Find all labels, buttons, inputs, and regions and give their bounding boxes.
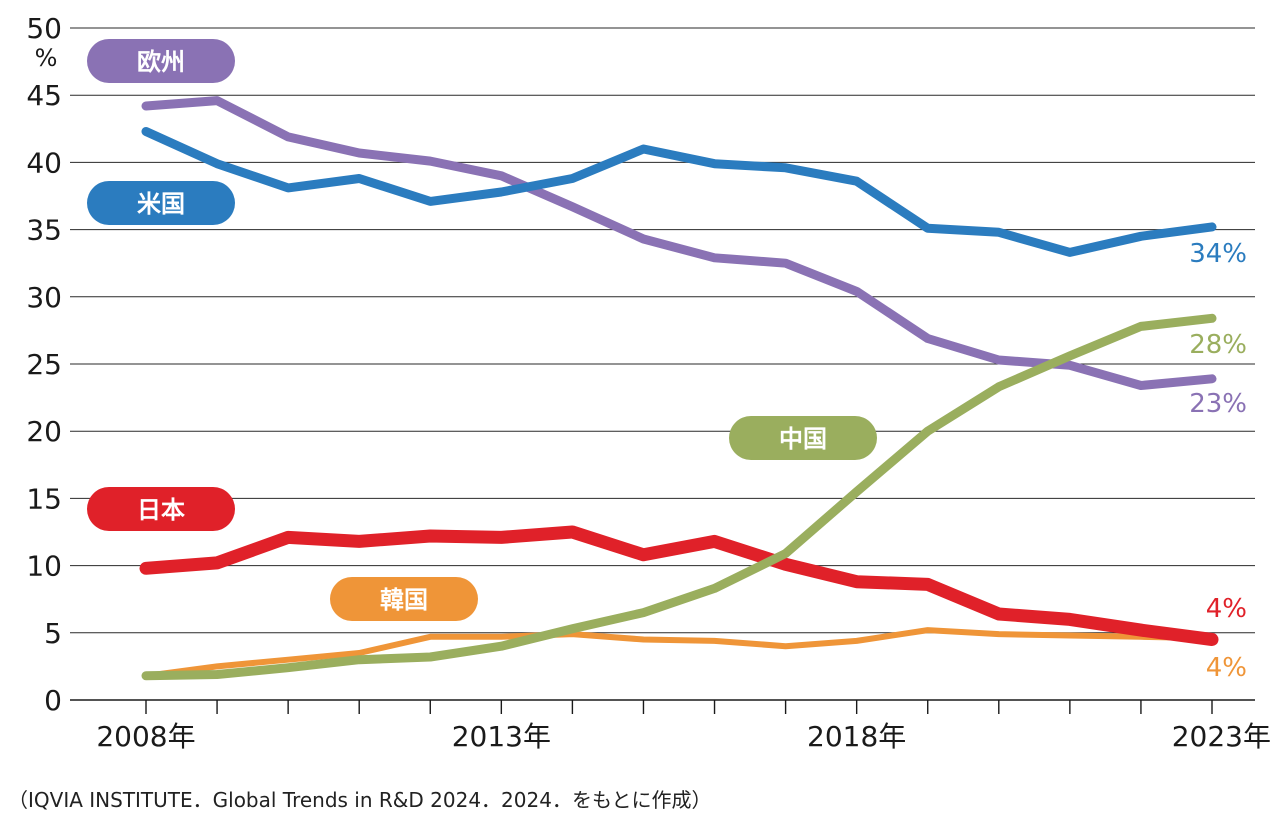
y-tick-label: 30: [26, 281, 62, 314]
series-lines: [139, 96, 1219, 681]
series-line-欧州: [141, 96, 1217, 390]
end-label-欧州: 23%: [1189, 389, 1247, 419]
end-label-韓国: 4%: [1206, 653, 1247, 683]
end-label-日本: 4%: [1206, 594, 1247, 624]
x-axis-tick-labels: 2008年 2013年 2018年 2023年: [96, 720, 1271, 753]
y-tick-label: 25: [26, 348, 62, 381]
end-label-米国: 34%: [1189, 239, 1247, 269]
series-line-米国: [141, 127, 1217, 257]
legend-label-韓国: 韓国: [380, 586, 428, 614]
legend-label-日本: 日本: [137, 496, 185, 524]
legend-label-欧州: 欧州: [137, 48, 185, 76]
grid-lines: [70, 27, 1255, 701]
y-tick-label: 20: [26, 415, 62, 448]
end-label-中国: 28%: [1189, 330, 1247, 360]
y-tick-label: 35: [26, 214, 62, 247]
x-tick-label: 2008年: [96, 720, 195, 753]
legend-pill-日本: [87, 487, 235, 531]
y-tick-label: 15: [26, 482, 62, 515]
y-axis-tick-labels: 0 5 10 15 20 25 30 35 40 45 50: [26, 12, 62, 717]
x-axis-ticks: [145, 700, 1213, 714]
y-tick-label: 50: [26, 12, 62, 45]
series-line-韓国: [143, 627, 1215, 679]
y-tick-label: 45: [26, 79, 62, 112]
x-tick-label: 2013年: [452, 720, 551, 753]
y-tick-label: 10: [26, 550, 62, 583]
legend-pill-韓国: [330, 577, 478, 621]
series-line-日本: [139, 525, 1219, 646]
end-value-labels: 23% 34% 28% 4% 4%: [1189, 239, 1247, 683]
x-tick-label: 2023年: [1172, 720, 1271, 753]
y-tick-label: 40: [26, 146, 62, 179]
x-tick-label: 2018年: [807, 720, 906, 753]
y-tick-label: 0: [44, 684, 62, 717]
series-line-中国: [141, 313, 1217, 681]
y-tick-label: 5: [44, 617, 62, 650]
legend-pill-中国: [729, 416, 877, 460]
legend-label-米国: 米国: [137, 190, 185, 218]
y-axis-unit: %: [35, 44, 58, 72]
legend-pill-米国: [87, 181, 235, 225]
legend-label-中国: 中国: [779, 425, 827, 453]
source-note: （IQVIA INSTITUTE．Global Trends in R&D 20…: [8, 788, 712, 812]
legend-pill-欧州: [87, 39, 235, 83]
